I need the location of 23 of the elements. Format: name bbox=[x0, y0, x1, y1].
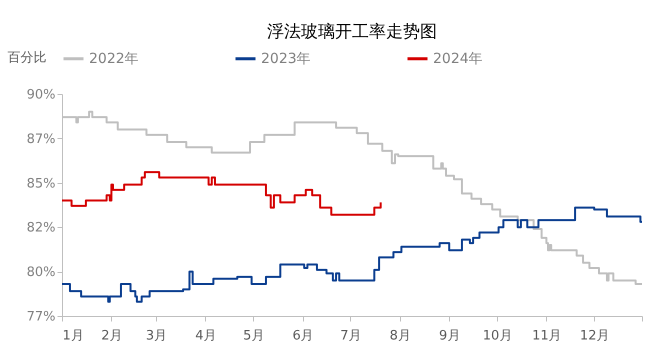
x-tick-label: 11月 bbox=[532, 328, 562, 344]
x-tick-label: 6月 bbox=[292, 328, 314, 344]
y-tick-label: 87% bbox=[26, 132, 56, 147]
y-tick-label: 85% bbox=[26, 176, 56, 192]
legend-label: 2023年 bbox=[261, 50, 311, 67]
x-tick-label: 7月 bbox=[340, 328, 362, 344]
legend-label: 2024年 bbox=[433, 50, 483, 67]
y-tick-label: 82% bbox=[26, 220, 56, 236]
x-tick-label: 1月 bbox=[62, 328, 84, 344]
x-tick-label: 8月 bbox=[390, 328, 411, 344]
x-tick-label: 12月 bbox=[580, 328, 610, 344]
x-tick-label: 2月 bbox=[101, 328, 123, 344]
y-tick-label: 77% bbox=[26, 310, 56, 324]
x-tick-label: 3月 bbox=[146, 328, 168, 344]
x-tick-label: 10月 bbox=[482, 328, 512, 344]
legend-label: 2022年 bbox=[89, 50, 139, 67]
y-tick-label: 80% bbox=[26, 265, 56, 280]
x-tick-label: 9月 bbox=[439, 328, 460, 344]
chart-title: 浮法玻璃开工率走势图 bbox=[267, 22, 437, 42]
y-axis-title: 百分比 bbox=[8, 50, 46, 66]
x-tick-label: 5月 bbox=[243, 328, 264, 344]
y-tick-label: 90% bbox=[26, 88, 56, 102]
x-tick-label: 4月 bbox=[195, 328, 217, 344]
